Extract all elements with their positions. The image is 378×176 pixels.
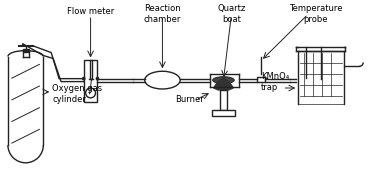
Bar [212, 110, 235, 116]
Bar [84, 60, 98, 102]
Text: KMnO₄
trap: KMnO₄ trap [261, 72, 289, 92]
Ellipse shape [145, 71, 180, 89]
Text: Reaction
chamber: Reaction chamber [144, 4, 181, 24]
Text: Temperature
probe: Temperature probe [289, 4, 343, 24]
Text: Flow meter: Flow meter [67, 7, 114, 16]
Bar [220, 90, 228, 110]
Ellipse shape [212, 77, 234, 84]
Bar [257, 77, 265, 82]
Bar [23, 49, 29, 52]
Circle shape [96, 77, 99, 80]
Circle shape [86, 88, 96, 98]
Circle shape [82, 77, 85, 80]
Text: Burner: Burner [175, 95, 204, 104]
Text: Oxygen gas
cylinder: Oxygen gas cylinder [52, 84, 102, 104]
Text: Quartz
boat: Quartz boat [217, 4, 245, 24]
Polygon shape [214, 78, 233, 90]
